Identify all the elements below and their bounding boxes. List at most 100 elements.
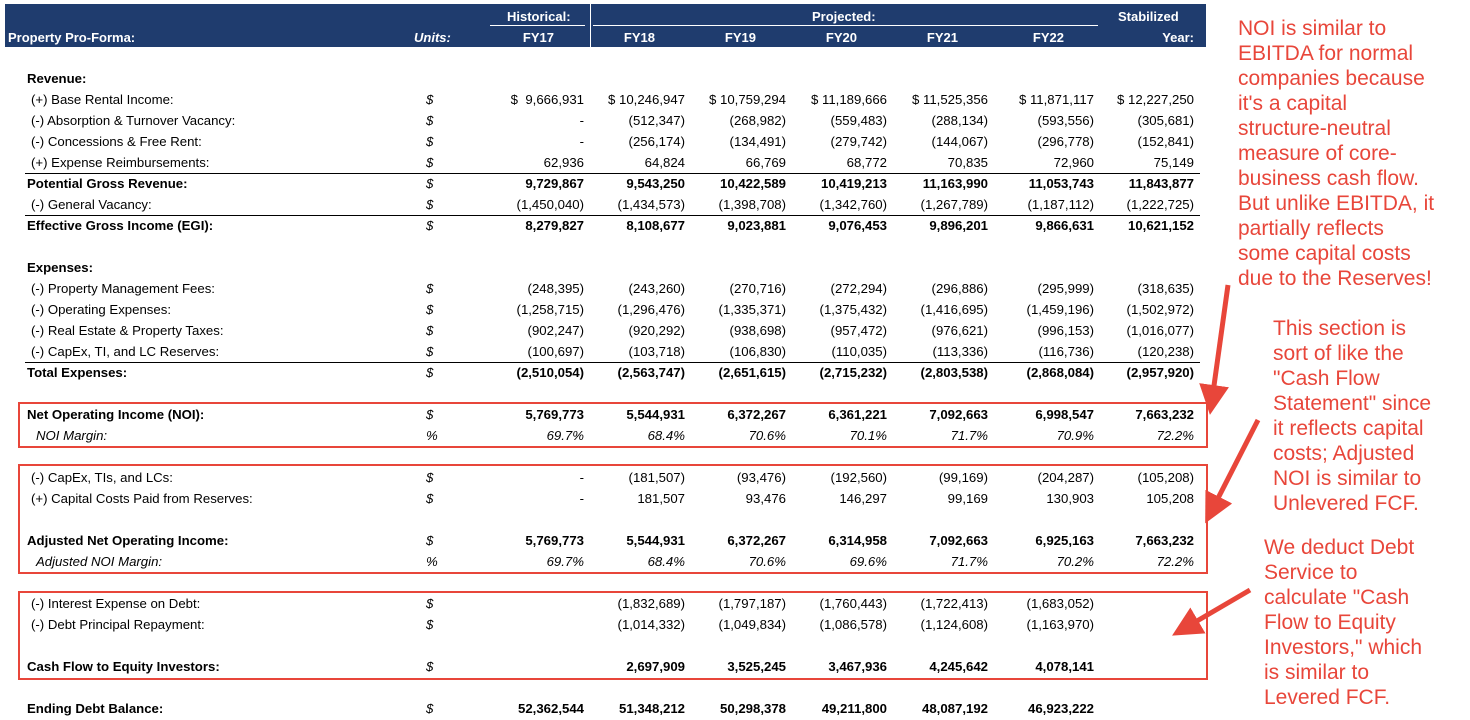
- cell-value: 6,372,267: [727, 407, 786, 422]
- cell-value: 52,362,544: [517, 701, 584, 716]
- cell-value: (295,999): [1037, 281, 1094, 296]
- cell-value: 71.7%: [950, 428, 988, 443]
- row-unit: $: [426, 134, 434, 149]
- row-unit: %: [426, 428, 438, 443]
- cell-value: (1,398,708): [718, 197, 786, 212]
- header-divider: [590, 4, 591, 47]
- cell-value: (100,697): [527, 344, 584, 359]
- cell-value: (105,208): [1137, 470, 1194, 485]
- row-label: Expenses:: [27, 260, 93, 275]
- cell-value: (1,832,689): [617, 596, 685, 611]
- noi-annotation: NOI is similar to EBITDA for normal comp…: [1238, 17, 1435, 290]
- cell-value: 70,835: [947, 155, 988, 170]
- row-unit: $: [426, 701, 434, 716]
- row-label: (-) CapEx, TI, and LC Reserves:: [31, 344, 220, 359]
- row-unit: $: [426, 302, 434, 317]
- cell-value: (134,491): [729, 134, 786, 149]
- cell-value: 2,697,909: [626, 659, 685, 674]
- cell-value: 72.2%: [1156, 428, 1194, 443]
- row-label: Potential Gross Revenue:: [27, 176, 188, 191]
- header-year-4: FY21: [926, 30, 958, 45]
- cell-value: (920,292): [628, 323, 685, 338]
- cell-value: $ 11,189,666: [810, 92, 887, 107]
- cell-value: (1,016,077): [1126, 323, 1194, 338]
- row-unit: $: [426, 533, 434, 548]
- table-row: (+) Base Rental Income: $ $ 9,666,931 $ 10,…: [0, 89, 1210, 110]
- cell-value: -: [579, 134, 584, 149]
- cell-value: 9,023,881: [727, 218, 786, 233]
- cell-value: (902,247): [527, 323, 584, 338]
- cell-value: (559,483): [830, 113, 887, 128]
- table-row: (+) Capital Costs Paid from Reserves: $ - 1…: [0, 488, 1210, 509]
- cell-value: 11,053,743: [1028, 176, 1094, 191]
- row-label: Cash Flow to Equity Investors:: [27, 659, 220, 674]
- table-row: (-) Debt Principal Repayment: $ (1,014,332…: [0, 614, 1210, 635]
- row-unit: $: [426, 470, 434, 485]
- cell-value: (103,718): [628, 344, 685, 359]
- row-label: (+) Base Rental Income:: [31, 92, 174, 107]
- header-underline-historical: [490, 25, 585, 26]
- cell-value: 51,348,212: [618, 701, 685, 716]
- cell-value: (1,124,608): [920, 617, 988, 632]
- table-row: Net Operating Income (NOI): $5,769,773 5,5…: [0, 404, 1210, 425]
- cell-value: 5,769,773: [525, 533, 584, 548]
- cell-value: 10,422,589: [719, 176, 786, 191]
- cell-value: $ 11,525,356: [911, 92, 988, 107]
- table-row: Cash Flow to Equity Investors: $2,697,909…: [0, 656, 1210, 677]
- row-label: Ending Debt Balance:: [27, 701, 164, 716]
- cell-value: (1,187,112): [1027, 197, 1094, 212]
- cell-value: (1,416,695): [920, 302, 988, 317]
- cell-value: $ 10,759,294: [708, 92, 786, 107]
- row-unit: $: [426, 323, 434, 338]
- cell-value: 3,525,245: [727, 659, 786, 674]
- table-row: Adjusted NOI Margin:% 69.7% 68.4% 70.6% 69.6…: [0, 551, 1210, 572]
- table-row: NOI Margin:% 69.7% 68.4% 70.6% 70.1% 71.7% 70.…: [0, 425, 1210, 446]
- cell-value: (116,736): [1038, 344, 1094, 359]
- cell-value: (2,651,615): [718, 365, 786, 380]
- subtotal-line: [25, 362, 1200, 363]
- cell-value: 7,663,232: [1135, 533, 1194, 548]
- row-unit: $: [426, 407, 434, 422]
- table-row: (-) General Vacancy: $ (1,450,040) (1,434,5…: [0, 194, 1210, 215]
- cell-value: 70.2%: [1056, 554, 1094, 569]
- cell-value: 69.6%: [849, 554, 887, 569]
- cell-value: 70.1%: [849, 428, 887, 443]
- adjusted-noi-arrow: [1205, 418, 1261, 524]
- cell-value: (1,434,573): [617, 197, 685, 212]
- row-label: (-) Operating Expenses:: [31, 302, 171, 317]
- cell-value: (110,035): [831, 344, 887, 359]
- row-unit: $: [426, 491, 434, 506]
- table-row: Expenses:: [0, 257, 1210, 278]
- cell-value: 6,314,958: [828, 533, 887, 548]
- cell-value: (279,742): [830, 134, 887, 149]
- cell-value: 4,245,642: [929, 659, 988, 674]
- row-label: Revenue:: [27, 71, 87, 86]
- cell-value: (976,621): [931, 323, 988, 338]
- cell-value: (120,238): [1137, 344, 1194, 359]
- cell-value: 93,476: [745, 491, 786, 506]
- cell-value: (1,267,789): [920, 197, 988, 212]
- header-year-0: FY17: [522, 30, 554, 45]
- cell-value: $ 12,227,250: [1116, 92, 1194, 107]
- cell-value: (938,698): [729, 323, 786, 338]
- row-label: Adjusted Net Operating Income:: [27, 533, 229, 548]
- row-label: Net Operating Income (NOI):: [27, 407, 205, 422]
- cell-value: (2,715,232): [819, 365, 887, 380]
- table-row: (-) CapEx, TIs, and LCs: $ - (181,507) (93,4…: [0, 467, 1210, 488]
- cell-value: (288,134): [931, 113, 988, 128]
- cell-value: 62,936: [543, 155, 584, 170]
- cell-value: 46,923,222: [1027, 701, 1094, 716]
- row-unit: $: [426, 155, 434, 170]
- cell-value: (1,375,432): [819, 302, 887, 317]
- cell-value: 64,824: [644, 155, 685, 170]
- table-row: Ending Debt Balance: $52,362,544 51,348,21…: [0, 698, 1210, 719]
- table-row: (-) Real Estate & Property Taxes: $ (902,2…: [0, 320, 1210, 341]
- header-projected: Projected:: [812, 9, 876, 24]
- cell-value: 130,903: [1046, 491, 1094, 506]
- cell-value: -: [579, 491, 584, 506]
- cell-value: 66,769: [745, 155, 786, 170]
- table-row: (-) CapEx, TI, and LC Reserves: $ (100,697…: [0, 341, 1210, 362]
- cell-value: $ 10,246,947: [607, 92, 685, 107]
- cell-value: 68.4%: [647, 554, 685, 569]
- table-row: Effective Gross Income (EGI): $8,279,827 8…: [0, 215, 1210, 236]
